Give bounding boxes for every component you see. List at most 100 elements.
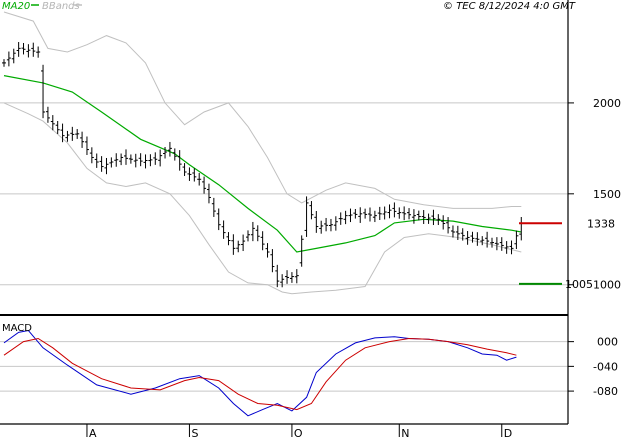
price-tick-label: 2000 xyxy=(593,97,621,110)
ohlc-bar xyxy=(11,48,16,64)
ohlc-bar xyxy=(475,232,480,246)
ohlc-bar xyxy=(499,237,504,251)
ohlc-bar xyxy=(397,207,402,219)
ohlc-bar xyxy=(221,220,226,239)
ohlc-bar xyxy=(206,183,211,204)
ohlc-bar xyxy=(172,148,177,161)
ohlc-bar xyxy=(60,123,65,143)
ohlc-bar xyxy=(314,211,319,233)
macd-label: MACD xyxy=(2,323,32,334)
ohlc-bar xyxy=(275,264,280,288)
ohlc-bar xyxy=(202,176,207,194)
macd-panel: 000 -040 -080 MACD xyxy=(0,323,618,417)
ohlc-bar xyxy=(299,235,304,267)
ohlc-bar xyxy=(31,42,36,57)
ohlc-bar xyxy=(353,208,358,219)
ohlc-bar xyxy=(236,240,241,253)
ohlc-bar xyxy=(441,215,446,230)
ohlc-bar xyxy=(450,225,455,238)
ohlc-bar xyxy=(363,208,368,219)
macd-axis: 000 -040 -080 xyxy=(568,336,618,398)
ohlc-bar xyxy=(2,59,6,67)
ohlc-bar xyxy=(372,210,377,223)
ohlc-bar xyxy=(65,130,70,142)
macd-tick-label: 000 xyxy=(597,336,618,349)
ohlc-bar xyxy=(41,64,46,119)
ohlc-bar xyxy=(382,206,387,220)
ohlc-bar xyxy=(368,207,372,222)
ohlc-bar xyxy=(294,269,299,284)
ohlc-bar xyxy=(45,106,50,123)
ohlc-bar xyxy=(348,208,353,223)
bb-lower-line xyxy=(3,102,522,295)
ohlc-bar xyxy=(148,154,153,167)
bb-upper-line xyxy=(3,11,522,209)
ohlc-bar xyxy=(231,234,236,255)
ohlc-bar xyxy=(411,209,416,224)
ohlc-bar xyxy=(143,154,148,169)
ohlc-bar xyxy=(36,46,41,58)
ohlc-bar xyxy=(470,231,475,243)
ohlc-bar xyxy=(421,210,426,224)
support-label: 1005 xyxy=(565,278,593,291)
ohlc-bar xyxy=(436,214,441,226)
ohlc-bar xyxy=(70,126,75,141)
ohlc-bar xyxy=(16,42,21,57)
ohlc-bar xyxy=(270,249,275,273)
ohlc-bar xyxy=(358,207,363,223)
x-tick-label: A xyxy=(89,427,97,440)
ohlc-bar xyxy=(407,208,412,220)
ohlc-bar xyxy=(387,204,392,219)
ohlc-bar xyxy=(324,217,329,232)
x-tick-label: O xyxy=(294,427,303,440)
ohlc-bar xyxy=(153,152,158,165)
bollinger-bands xyxy=(3,11,522,295)
ohlc-bar xyxy=(216,208,221,231)
ohlc-bar xyxy=(158,149,163,167)
ohlc-bar xyxy=(304,196,309,237)
ohlc-bar xyxy=(333,216,338,231)
macd-grid xyxy=(0,341,568,392)
ohlc-bar xyxy=(416,210,421,221)
ohlc-bar xyxy=(490,237,494,248)
resistance-label: 1338 xyxy=(587,217,615,230)
ohlc-bar xyxy=(26,44,31,58)
ohlc-bar xyxy=(285,270,290,284)
legend-bbands: BBands xyxy=(42,1,80,12)
legend-ma20: MA20 xyxy=(2,1,30,12)
ohlc-bar xyxy=(504,241,509,254)
ohlc-bar xyxy=(460,228,465,241)
ohlc-bar xyxy=(84,136,89,155)
ohlc-bar xyxy=(392,202,397,218)
ohlc-bar xyxy=(114,153,119,167)
x-tick-label: D xyxy=(504,427,512,440)
ohlc-bar xyxy=(514,230,519,250)
ohlc-bar xyxy=(167,141,172,157)
x-tick-label: N xyxy=(401,427,409,440)
ohlc-bar xyxy=(319,220,324,234)
ohlc-bar xyxy=(309,201,314,220)
ohlc-bar xyxy=(260,231,265,251)
price-panel: 1338 1005 1000 1500 2000 xyxy=(0,11,621,295)
source-stamp: © TEC 8/12/2024 4:0 GMT xyxy=(443,1,576,12)
ohlc-bar xyxy=(50,115,55,131)
ohlc-bar xyxy=(431,209,436,226)
ohlc-bar xyxy=(280,274,285,288)
macd-lines xyxy=(3,329,517,417)
ohlc-bar xyxy=(187,167,192,181)
ohlc-bar xyxy=(133,153,138,168)
ohlc-bar xyxy=(246,230,250,242)
ohlc-bar xyxy=(338,212,343,225)
ohlc-bar xyxy=(182,163,187,177)
ohlc-bar xyxy=(109,157,114,168)
ohlc-bar xyxy=(241,234,246,252)
ohlc-bar xyxy=(55,121,60,134)
ohlc-bar xyxy=(104,157,109,175)
ohlc-bar xyxy=(446,217,451,234)
price-grid xyxy=(0,102,568,286)
ohlc-bar xyxy=(485,231,490,248)
price-axis: 1000 1500 2000 xyxy=(568,97,621,292)
signal-line xyxy=(3,337,517,411)
